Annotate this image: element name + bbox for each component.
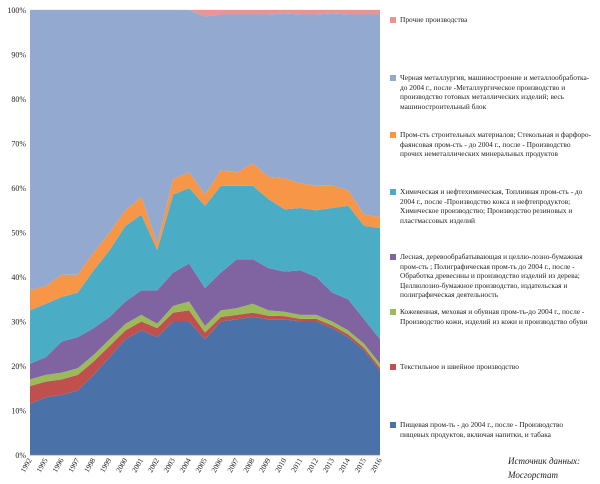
x-tick-label: 2004 [178, 456, 193, 474]
y-tick-label: 20% [11, 362, 26, 371]
y-tick-label: 90% [11, 51, 26, 60]
x-tick-label: 2010 [273, 456, 288, 474]
x-tick-label: 2016 [368, 456, 383, 474]
area-series-3 [30, 259, 380, 380]
x-tick-label: 2011 [289, 456, 304, 473]
legend-swatch [390, 309, 396, 315]
y-tick-label: 40% [11, 273, 26, 282]
legend-swatch [390, 364, 396, 370]
legend-label: Кожевенная, меховая и обувная пром-ть-до… [400, 307, 588, 326]
x-axis-ticks: 1992 1995 1996 1997 1998 1999 2000 2001 2002 2003… [18, 456, 383, 474]
legend-label: Химическая и нефтехимическая, Топливная … [400, 187, 583, 225]
x-tick-label: 1995 [34, 456, 49, 474]
x-tick-label: 2001 [130, 456, 145, 474]
y-tick-label: 60% [11, 184, 26, 193]
legend-label: Черная металлургия, машиностроение и мет… [400, 73, 590, 111]
area-series-2 [30, 301, 380, 387]
y-tick-label: 80% [11, 95, 26, 104]
x-tick-label: 2015 [353, 456, 368, 474]
y-tick-label: 0% [15, 451, 26, 460]
legend-label: Текстильное и швейное производство [400, 362, 519, 371]
y-tick-label: 50% [11, 229, 26, 238]
legend-label: Лесная, деревообрабатывающая и целлю-лоз… [400, 252, 583, 300]
x-tick-label: 2014 [337, 456, 352, 474]
x-tick-label: 2009 [257, 456, 272, 474]
x-tick-label: 1999 [98, 456, 113, 474]
y-tick-label: 100% [7, 6, 26, 15]
legend-swatch [390, 17, 396, 23]
legend-swatch [390, 75, 396, 81]
legend-label: Прочие производства [400, 15, 468, 24]
y-tick-label: 30% [11, 318, 26, 327]
area-series-1 [30, 310, 380, 404]
source-note: Источник данных: Мосгорстат [508, 454, 598, 482]
x-tick-label: 2008 [241, 456, 256, 474]
area-series-7 [30, 10, 380, 17]
source-label: Источник данных: [508, 456, 581, 466]
source-name: Мосгорстат [508, 470, 558, 480]
x-tick-label: 2002 [146, 456, 161, 474]
legend-swatch [390, 189, 396, 195]
x-tick-label: 2000 [114, 456, 129, 474]
x-tick-label: 2003 [162, 456, 177, 474]
y-tick-label: 10% [11, 407, 26, 416]
legend-swatch [390, 132, 396, 138]
x-tick-label: 1996 [50, 456, 65, 474]
areas [30, 10, 380, 455]
area-series-0 [30, 317, 380, 455]
x-tick-label: 1997 [66, 456, 81, 474]
y-tick-label: 70% [11, 140, 26, 149]
area-series-5 [30, 163, 380, 311]
legend-swatch [390, 422, 396, 428]
legend-label: Пром-сть строительных материалов; Стекол… [400, 130, 592, 159]
x-tick-label: 1998 [82, 456, 97, 474]
legend-swatch [390, 254, 396, 260]
x-tick-label: 2007 [225, 456, 240, 474]
area-series-6 [30, 10, 380, 291]
x-tick-label: 2012 [305, 456, 320, 474]
x-tick-label: 2013 [321, 456, 336, 474]
x-tick-label: 2005 [193, 456, 208, 474]
area-series-4 [30, 185, 380, 364]
legend-label: Пищевая пром-ть - до 2004 г., после - Пр… [400, 420, 564, 439]
y-axis-ticks: 0% 10% 20% 30% 40% 50% 60% 70% 80% 90% 100% [7, 6, 26, 460]
x-tick-label: 2006 [209, 456, 224, 474]
legend: Прочие производства Черная металлургия, м… [390, 0, 595, 440]
